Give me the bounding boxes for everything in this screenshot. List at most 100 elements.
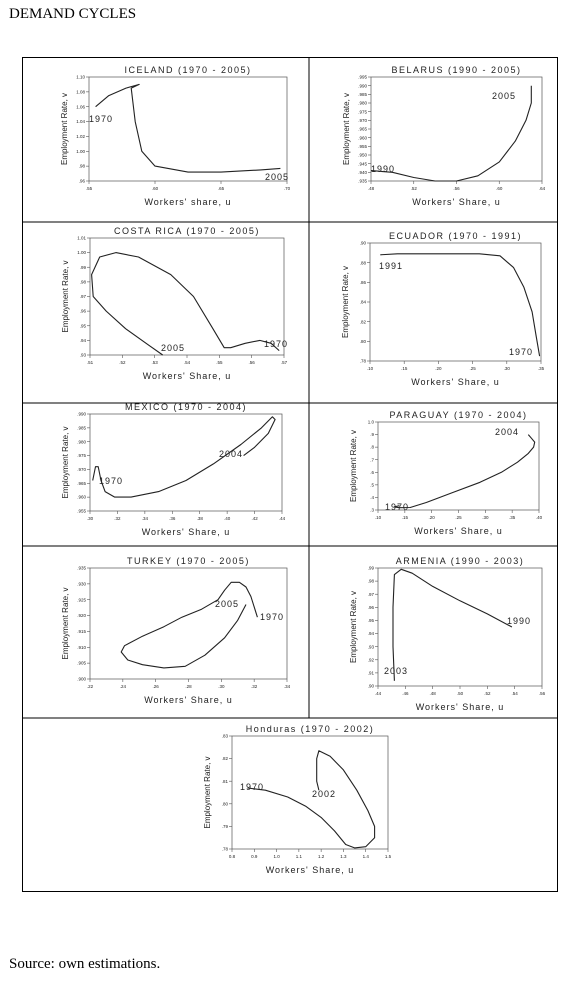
x-tick-label: .38 [197, 516, 204, 521]
x-tick-label: .34 [284, 684, 291, 689]
x-tick-label: 1.4 [363, 854, 370, 859]
x-axis-label: Workers' Share, u [412, 197, 501, 207]
year-annotation: 1991 [379, 261, 403, 271]
y-tick-label: .98 [368, 579, 375, 584]
x-tick-label: .40 [536, 515, 543, 520]
y-tick-label: .88 [360, 260, 367, 265]
x-tick-label: .42 [251, 516, 258, 521]
y-axis-label: Employment Rate, v [60, 93, 69, 165]
y-tick-label: .935 [77, 566, 86, 571]
x-tick-label: .35 [509, 515, 516, 520]
source-note: Source: own estimations. [9, 956, 161, 972]
x-tick-label: .20 [435, 366, 442, 371]
y-tick-label: .97 [368, 592, 375, 597]
y-tick-label: .4 [370, 495, 374, 500]
y-tick-label: .980 [358, 101, 367, 106]
y-tick-label: .92 [368, 657, 375, 662]
plot-area [370, 76, 543, 182]
x-tick-label: .24 [120, 684, 127, 689]
year-annotation: 2002 [312, 789, 336, 799]
y-tick-label: .95 [368, 618, 375, 623]
x-tick-label: .30 [504, 366, 511, 371]
year-annotation: 1970 [89, 114, 113, 124]
y-tick-label: .95 [80, 323, 87, 328]
x-tick-label: .52 [484, 691, 491, 696]
y-tick-label: .975 [358, 109, 367, 114]
y-axis-label: Employment Rate, v [61, 426, 70, 498]
chart-panel: ECUADOR (1970 - 1991) .10 .15 .20 .25 .30 .35.… [341, 231, 545, 387]
x-tick-label: .56 [453, 186, 460, 191]
chart-panel: BELARUS (1990 - 2005) .48 .52 .56 .60 .64 .995… [342, 65, 546, 207]
x-axis-label: Workers' share, u [144, 197, 231, 207]
chart-grid: ICELAND (1970 - 2005) .55 .60 .65 .70 1.10 1.0… [22, 57, 558, 875]
chart-panel: TURKEY (1970 - 2005) .22 .24 .26 .28 .30 .32 .3… [61, 556, 291, 705]
y-axis-label: Employment Rate, v [61, 587, 70, 659]
y-tick-label: .96 [79, 179, 86, 184]
x-tick-label: .51 [87, 360, 94, 365]
series-line [247, 750, 376, 849]
y-tick-label: 1.08 [76, 89, 85, 94]
y-tick-label: .955 [358, 144, 367, 149]
y-tick-label: .80 [360, 339, 367, 344]
x-tick-label: .28 [185, 684, 192, 689]
x-tick-label: .50 [457, 691, 464, 696]
y-axis-label: Employment Rate, v [203, 756, 212, 828]
y-tick-label: .940 [358, 170, 367, 175]
y-tick-label: .6 [370, 470, 374, 475]
y-tick-label: .930 [77, 581, 86, 586]
x-tick-label: .30 [482, 515, 489, 520]
chart-title: Honduras (1970 - 2002) [246, 724, 375, 734]
series-line [120, 581, 258, 669]
year-annotation: 1970 [509, 347, 533, 357]
chart-panel: COSTA RICA (1970 - 2005) .51 .52 .53 .54 .55.… [61, 226, 288, 381]
chart-panel: MEXICO (1970 - 2004) .30 .32 .34 .36 .38 .40 .4… [61, 402, 286, 537]
year-annotation: 2004 [495, 427, 519, 437]
y-tick-label: .990 [77, 412, 86, 417]
document-title: DEMAND CYCLES [9, 6, 137, 22]
x-axis-label: Workers' Share, u [266, 865, 355, 875]
y-tick-label: .94 [80, 338, 87, 343]
x-tick-label: .36 [169, 516, 176, 521]
y-tick-label: .99 [80, 265, 87, 270]
y-tick-label: .920 [77, 613, 86, 618]
x-tick-label: .34 [142, 516, 149, 521]
x-tick-label: .25 [455, 515, 462, 520]
y-tick-label: .3 [370, 508, 374, 513]
y-tick-label: .985 [358, 92, 367, 97]
x-tick-label: .54 [512, 691, 519, 696]
y-tick-label: .965 [77, 481, 86, 486]
year-annotation: 2005 [215, 599, 239, 609]
x-tick-label: .30 [87, 516, 94, 521]
x-axis-label: Workers' Share, u [416, 702, 505, 712]
y-tick-label: .960 [77, 495, 86, 500]
series-line [370, 85, 532, 182]
chart-title: COSTA RICA (1970 - 2005) [114, 226, 260, 236]
series-line [393, 434, 536, 509]
y-tick-label: .78 [360, 359, 367, 364]
y-tick-label: .910 [77, 645, 86, 650]
x-tick-label: .48 [368, 186, 375, 191]
plot-area [89, 567, 288, 680]
y-tick-label: .82 [222, 756, 229, 761]
x-tick-label: .56 [539, 691, 546, 696]
y-tick-label: .9 [370, 432, 374, 437]
plot-area [89, 237, 285, 356]
x-tick-label: 0.9 [251, 854, 258, 859]
x-tick-label: .32 [251, 684, 258, 689]
y-tick-label: .90 [360, 241, 367, 246]
chart-title: MEXICO (1970 - 2004) [125, 402, 247, 412]
y-tick-label: .93 [368, 644, 375, 649]
y-tick-label: .93 [80, 353, 87, 358]
y-tick-label: .945 [358, 161, 367, 166]
y-tick-label: .86 [360, 280, 367, 285]
x-tick-label: .48 [430, 691, 437, 696]
year-annotation: 2005 [161, 343, 185, 353]
series-line [392, 568, 513, 681]
chart-panel: Honduras (1970 - 2002) 0.8 0.9 1.0 1.1 1.2 1.3… [203, 724, 392, 875]
y-tick-label: .5 [370, 482, 374, 487]
year-annotation: 2005 [492, 91, 516, 101]
y-tick-label: .7 [370, 457, 374, 462]
x-tick-label: .10 [367, 366, 374, 371]
x-axis-label: Workers' Share, u [414, 526, 503, 536]
y-tick-label: .90 [368, 684, 375, 689]
